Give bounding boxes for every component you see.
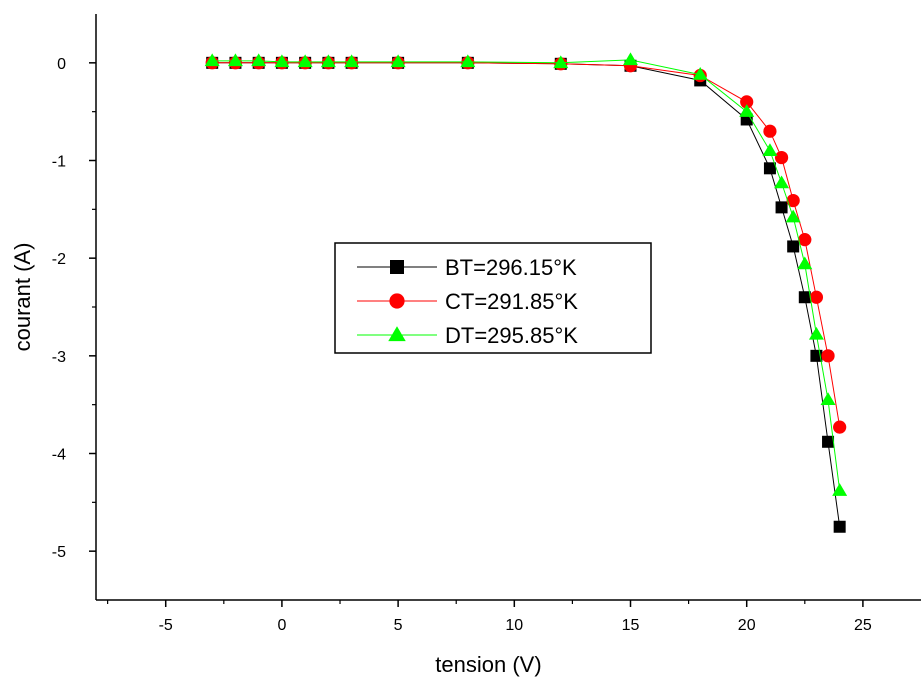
legend: BT=296.15°K CT=291.85°K DT=295.85°K	[334, 242, 652, 354]
legend-label: DT=295.85°K	[445, 323, 578, 348]
data-point	[797, 256, 813, 270]
y-tick-label: -5	[52, 544, 66, 561]
x-tick-label: 25	[854, 617, 872, 634]
data-point	[553, 55, 569, 69]
legend-marker	[389, 293, 405, 309]
data-point	[820, 392, 836, 406]
data-point	[763, 162, 776, 175]
y-tick-label: -3	[52, 349, 66, 366]
data-point	[692, 67, 708, 80]
data-point	[774, 175, 790, 189]
x-tick-label: 20	[738, 617, 756, 634]
data-point	[808, 326, 824, 340]
y-axis-title: courant (A)	[10, 243, 35, 352]
data-point	[774, 150, 789, 165]
legend-marker	[390, 260, 404, 274]
data-point	[274, 54, 290, 68]
data-point	[739, 104, 755, 117]
x-tick-label: -5	[159, 617, 173, 634]
data-point	[344, 54, 360, 68]
data-point	[775, 201, 788, 214]
data-point	[762, 143, 778, 156]
legend-entry: DT=295.85°K	[357, 323, 578, 348]
y-tick-label: -2	[52, 251, 66, 268]
data-point	[227, 53, 243, 67]
data-point	[320, 54, 336, 68]
x-tick-label: 0	[277, 617, 286, 634]
x-axis-title: tension (V)	[435, 652, 541, 677]
data-point	[821, 349, 835, 363]
data-point	[798, 291, 811, 304]
data-point	[390, 54, 406, 68]
data-point	[204, 53, 220, 67]
data-point	[785, 209, 801, 223]
axes: -5 0 5 10 15 20 25 0 -1 -2 -3 -4 -5	[52, 14, 921, 634]
series-triangle	[204, 52, 848, 496]
legend-entry: CT=291.85°K	[357, 289, 578, 314]
data-point	[251, 53, 267, 67]
legend-label: CT=291.85°K	[445, 289, 578, 314]
y-tick-label: 0	[57, 56, 66, 73]
data-point	[297, 54, 313, 68]
data-point	[822, 435, 835, 448]
data-point	[460, 54, 476, 68]
data-point	[740, 95, 754, 109]
data-point	[623, 52, 639, 66]
y-tick-label: -1	[52, 154, 66, 171]
data-point	[763, 124, 777, 138]
y-tick-label: -4	[52, 447, 66, 464]
x-tick-label: 15	[622, 617, 640, 634]
data-point	[786, 193, 800, 208]
plot-area	[204, 52, 848, 533]
data-point	[809, 290, 824, 304]
data-point	[832, 483, 848, 496]
x-tick-label: 5	[394, 617, 403, 634]
data-point	[833, 420, 847, 434]
data-point	[798, 233, 812, 247]
legend-label: BT=296.15°K	[445, 255, 577, 280]
legend-marker	[388, 326, 406, 342]
legend-entry: BT=296.15°K	[357, 255, 577, 280]
data-point	[833, 520, 846, 533]
data-point	[787, 240, 800, 253]
x-tick-label: 10	[505, 617, 523, 634]
